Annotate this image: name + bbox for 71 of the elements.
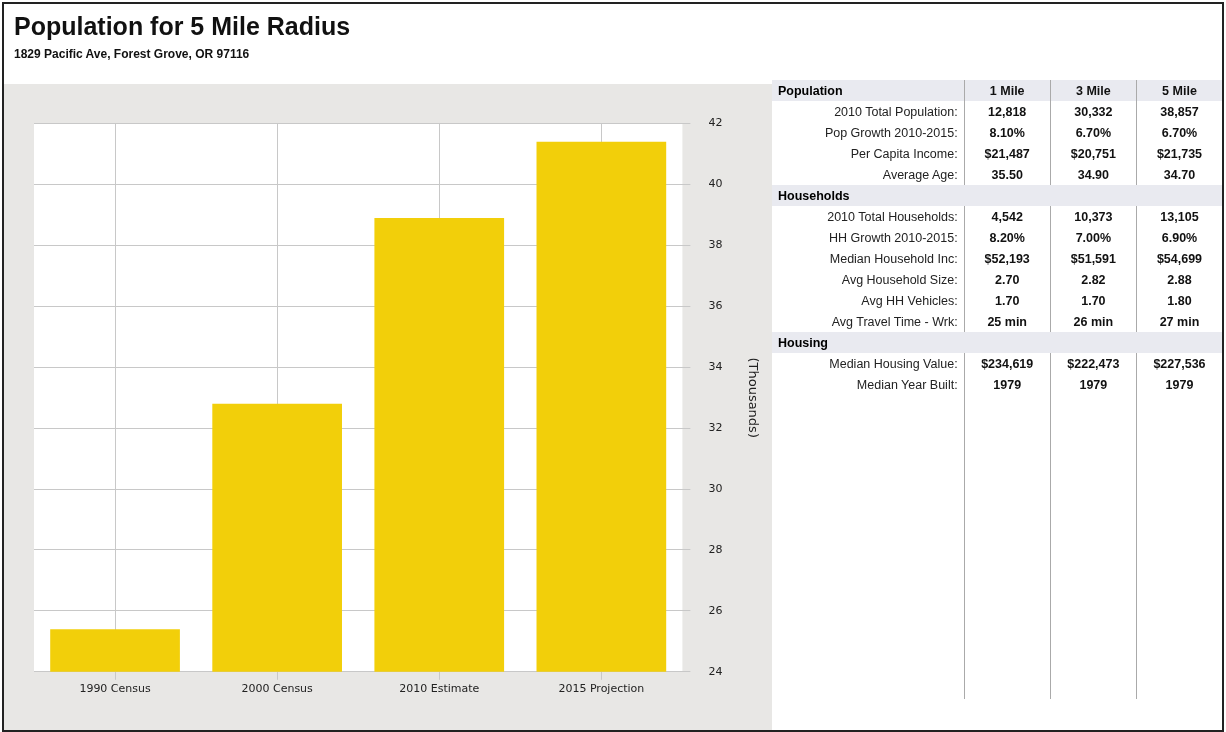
text: 34.70 bbox=[1163, 167, 1196, 182]
text: 10,373 bbox=[1074, 209, 1113, 224]
text: 38,857 bbox=[1160, 104, 1199, 119]
text: 1979 bbox=[1165, 377, 1194, 392]
text: 30,332 bbox=[1074, 104, 1113, 119]
text: 12,818 bbox=[988, 104, 1027, 119]
category-label: Avg Household Size: bbox=[841, 272, 958, 287]
y-tick-label: 38 bbox=[708, 238, 723, 252]
y-tick-label: 40 bbox=[708, 177, 723, 191]
text: 1.70 bbox=[995, 293, 1020, 308]
category-label: Median Household Inc: bbox=[829, 251, 958, 266]
text: 25 min bbox=[987, 314, 1028, 329]
text: 4,542 bbox=[991, 209, 1023, 224]
category-label: HH Growth 2010-2015: bbox=[829, 230, 958, 245]
text: 1.70 bbox=[1081, 293, 1106, 308]
y-tick-label: 36 bbox=[708, 299, 723, 313]
text: $227,536 bbox=[1153, 356, 1206, 371]
text: 1979 bbox=[993, 377, 1022, 392]
category-label: Pop Growth 2010-2015: bbox=[824, 125, 958, 140]
text: 6.70% bbox=[1161, 125, 1198, 140]
text: 34.90 bbox=[1077, 167, 1110, 182]
y-axis-title: (Thousands) bbox=[745, 357, 761, 438]
text: $20,751 bbox=[1070, 146, 1116, 161]
category-label: Households bbox=[778, 188, 850, 203]
text: 8.10% bbox=[989, 125, 1025, 140]
y-tick-label: 24 bbox=[708, 664, 723, 678]
text: 13,105 bbox=[1160, 209, 1199, 224]
y-tick-label: 34 bbox=[708, 360, 723, 374]
category-label: Median Housing Value: bbox=[829, 356, 958, 371]
text: 26 min bbox=[1073, 314, 1114, 329]
text: 1.80 bbox=[1167, 293, 1192, 308]
category-label: Average Age: bbox=[882, 167, 958, 182]
text: 35.50 bbox=[991, 167, 1023, 182]
y-tick-label: 30 bbox=[708, 481, 723, 495]
text: 7.00% bbox=[1075, 230, 1112, 245]
text: $54,699 bbox=[1156, 251, 1203, 266]
x-tick-label: 2015 Projection bbox=[558, 682, 645, 696]
text: 27 min bbox=[1159, 314, 1200, 329]
text: $52,193 bbox=[984, 251, 1030, 266]
category-label: 1 Mile bbox=[964, 80, 1051, 101]
text: 2.70 bbox=[995, 272, 1020, 287]
x-tick-label: 1990 Census bbox=[79, 682, 151, 696]
category-label: Housing bbox=[778, 335, 828, 350]
text: 1979 bbox=[1079, 377, 1108, 392]
category-label: 2010 Total Population: bbox=[834, 104, 958, 119]
chart-title: Population for 5 Mile Radius bbox=[14, 12, 351, 41]
category-label: 3 Mile bbox=[1050, 80, 1137, 101]
text: 6.90% bbox=[1161, 230, 1198, 245]
text: 8.20% bbox=[989, 230, 1025, 245]
x-tick-label: 2010 Estimate bbox=[399, 682, 480, 696]
y-tick-label: 42 bbox=[708, 116, 723, 130]
category-label: Per Capita Income: bbox=[850, 146, 958, 161]
y-tick-label: 26 bbox=[708, 603, 723, 617]
text: 6.70% bbox=[1075, 125, 1112, 140]
x-tick-label: 2000 Census bbox=[241, 682, 314, 696]
category-label: Avg Travel Time - Wrk: bbox=[831, 314, 958, 329]
category-label: 5 Mile bbox=[1136, 80, 1222, 101]
text: $222,473 bbox=[1067, 356, 1120, 371]
category-label: 2010 Total Households: bbox=[827, 209, 958, 224]
y-tick-label: 28 bbox=[708, 542, 723, 556]
text: 2.82 bbox=[1081, 272, 1106, 287]
text: $51,591 bbox=[1070, 251, 1116, 266]
category-label: Median Year Built: bbox=[856, 377, 958, 392]
text: $234,619 bbox=[981, 356, 1034, 371]
text: $21,487 bbox=[984, 146, 1030, 161]
category-label: Avg HH Vehicles: bbox=[861, 293, 958, 308]
text: $21,735 bbox=[1156, 146, 1203, 161]
y-tick-label: 32 bbox=[708, 421, 723, 435]
text: Population bbox=[772, 80, 965, 101]
chart-subtitle: 1829 Pacific Ave, Forest Grove, OR 97116 bbox=[14, 47, 250, 61]
text: 2.88 bbox=[1167, 272, 1192, 287]
